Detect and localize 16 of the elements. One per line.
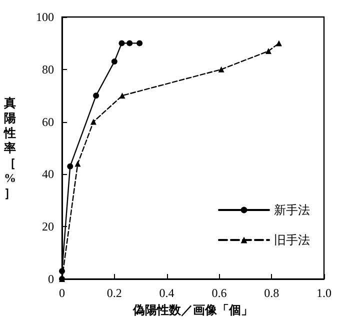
y-tick-label: 100: [36, 10, 54, 24]
legend-label: 旧手法: [274, 233, 310, 247]
y-tick-label: 40: [42, 167, 54, 182]
y-tick-label: 60: [42, 114, 54, 129]
x-tick-label: 0.4: [159, 286, 174, 300]
x-tick-label: 0.6: [212, 286, 227, 300]
x-tick-label: 1.0: [316, 286, 332, 300]
x-tick-label: 0: [59, 286, 65, 300]
x-tick-label: 0.8: [264, 286, 280, 300]
x-tick-label: 0.2: [106, 286, 122, 300]
y-tick-label: 80: [42, 62, 54, 76]
x-axis-title: 偽陽性数／画像「個」: [132, 302, 253, 317]
y-tick-label: 0: [48, 272, 54, 286]
legend-label: 新手法: [274, 203, 310, 217]
y-axis-title: 真陽性率［%］: [3, 96, 16, 200]
y-tick-label: 20: [42, 220, 54, 234]
